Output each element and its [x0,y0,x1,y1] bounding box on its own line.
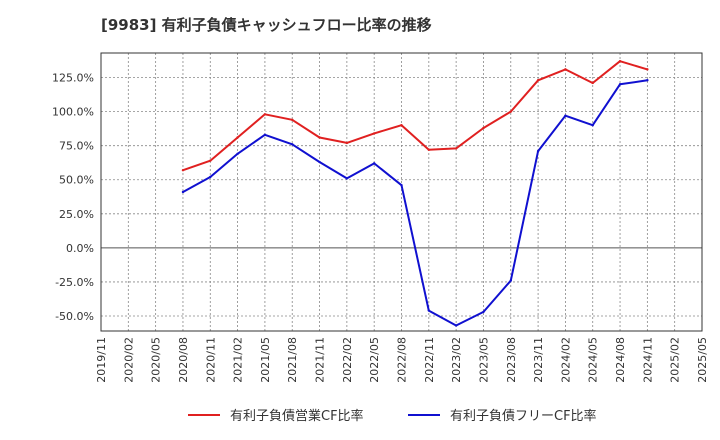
x-tick-label: 2023/08 [505,337,518,383]
data-point [181,190,185,194]
y-tick-label: 0.0% [66,242,94,255]
data-point [209,175,212,179]
data-point [646,68,649,71]
x-tick-label: 2021/08 [286,337,299,383]
x-tick-label: 2022/05 [368,337,381,383]
x-tick-label: 2019/11 [95,337,108,383]
data-point [263,113,267,116]
x-tick-label: 2021/02 [232,337,245,383]
legend-label-2: 有利子負債フリーCF比率 [450,408,597,424]
data-point [482,310,485,314]
x-tick-label: 2021/11 [314,337,327,383]
x-tick-label: 2023/05 [477,337,490,383]
x-tick-label: 2020/05 [150,337,163,383]
data-point [345,177,349,180]
data-point [618,59,622,63]
series-line-2 [182,79,648,327]
data-point [482,126,485,130]
data-point [372,132,376,135]
data-point [400,124,403,127]
data-point [400,183,403,187]
x-tick-label: 2021/05 [259,337,272,383]
x-tick-label: 2025/05 [696,337,709,383]
data-point [536,79,540,82]
data-point [646,79,649,82]
data-point [291,118,294,121]
data-point [454,147,458,150]
data-point [564,114,567,117]
data-point [318,136,321,139]
y-tick-label: 75.0% [59,140,94,153]
x-tick-label: 2025/02 [669,337,682,383]
x-tick-label: 2020/11 [204,337,217,383]
x-tick-label: 2020/02 [122,337,135,383]
series-line-1 [182,60,648,172]
data-point [181,168,185,172]
x-tick-label: 2022/02 [341,337,354,383]
data-point [564,68,567,71]
data-point [591,81,594,85]
x-tick-label: 2023/02 [450,337,463,383]
data-point [291,143,294,146]
y-tick-label: 50.0% [59,174,94,187]
legend-label-1: 有利子負債営業CF比率 [230,408,364,424]
data-point [427,148,431,151]
y-tick-label: 100.0% [52,106,94,119]
data-point [427,309,431,312]
y-tick-label: 125.0% [52,72,94,85]
x-tick-label: 2022/11 [423,337,436,383]
chart-title: [9983] 有利子負債キャッシュフロー比率の推移 [101,16,432,34]
grid [100,53,703,331]
x-tick-label: 2020/08 [177,337,190,383]
data-point [209,159,212,162]
data-point [536,149,540,153]
x-tick-label: 2024/05 [587,337,600,383]
x-tick-label: 2024/08 [614,337,627,383]
x-tick-label: 2024/02 [559,337,572,383]
y-tick-label: -25.0% [55,276,94,289]
data-point [509,279,512,282]
y-tick-label: -50.0% [55,310,94,323]
x-tick-label: 2023/11 [532,337,545,383]
data-point [318,160,321,164]
y-tick-label: 25.0% [59,208,94,221]
data-point [454,324,458,327]
data-point [372,162,376,165]
data-point [509,110,512,113]
data-point [345,141,349,145]
data-point [236,136,239,139]
data-point [618,83,622,86]
x-tick-label: 2022/08 [396,337,409,383]
plot-frame [100,52,703,332]
data-point [591,124,594,127]
x-tick-label: 2024/11 [641,337,654,383]
data-point [236,152,239,156]
data-point [263,133,267,136]
